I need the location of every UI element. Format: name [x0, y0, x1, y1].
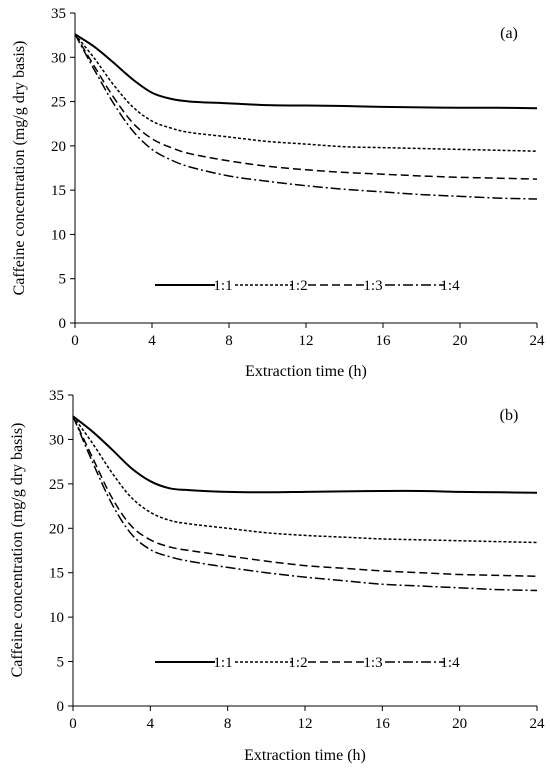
y-tick-label: 10	[51, 227, 66, 243]
y-tick-label: 35	[51, 6, 66, 22]
x-tick-label: 20	[452, 716, 467, 732]
y-tick-label: 25	[49, 477, 64, 493]
series-line-1-2	[74, 33, 538, 152]
x-axis-label: Extraction time (h)	[244, 747, 366, 764]
y-tick-label: 20	[51, 139, 66, 155]
x-tick-label: 24	[530, 333, 546, 349]
y-tick-label: 5	[57, 655, 65, 671]
series-line-1-3	[72, 416, 538, 578]
y-tick-label: 0	[57, 699, 65, 715]
x-tick-label: 0	[69, 716, 77, 732]
x-tick-label: 4	[148, 333, 156, 349]
series-line-1-1	[72, 415, 538, 494]
x-tick-label: 4	[147, 716, 155, 732]
y-tick-label: 10	[49, 610, 64, 626]
x-tick-label: 8	[224, 716, 232, 732]
y-tick-label: 5	[59, 272, 67, 288]
panel-label: (b)	[500, 407, 519, 424]
legend-label-1-2: 1:2	[288, 278, 307, 294]
x-tick-label: 16	[375, 716, 391, 732]
series-line-1-1	[74, 33, 538, 110]
series-line-1-4	[72, 416, 538, 592]
y-axis-label: Caffeine concentration (mg/g dry basis)	[9, 423, 26, 678]
series-line-1-2	[72, 415, 538, 544]
y-tick-label: 30	[51, 50, 66, 66]
panel-b: 0 5 10 15 20 25 30 35 0 4 8 12 16 20 24 Extraction time…	[9, 388, 545, 764]
x-tick-label: 0	[71, 333, 79, 349]
x-tick-label: 12	[299, 333, 314, 349]
series-line-1-4	[74, 33, 538, 200]
panel-label: (a)	[500, 25, 518, 42]
x-tick-label: 20	[453, 333, 468, 349]
y-tick-label: 15	[51, 183, 66, 199]
y-tick-label: 15	[49, 566, 64, 582]
y-tick-label: 25	[51, 95, 66, 111]
panel-a: 0 5 10 15 20 25 30 35 0 4 8 12 16 20 24 Extraction time…	[11, 6, 545, 380]
legend-label-1-1: 1:1	[213, 655, 232, 671]
y-tick-label: 20	[49, 521, 64, 537]
x-axis-label: Extraction time (h)	[245, 363, 367, 380]
y-tick-label: 30	[49, 432, 64, 448]
y-tick-label: 0	[59, 316, 67, 332]
legend-label-1-2: 1:2	[288, 655, 307, 671]
x-tick-label: 24	[530, 716, 546, 732]
legend-label-1-4: 1:4	[440, 655, 460, 671]
y-axis-label: Caffeine concentration (mg/g dry basis)	[11, 41, 28, 296]
x-tick-label: 16	[376, 333, 392, 349]
x-tick-label: 12	[298, 716, 313, 732]
x-tick-label: 8	[225, 333, 233, 349]
legend-label-1-3: 1:3	[363, 655, 382, 671]
y-tick-label: 35	[49, 388, 64, 404]
legend-label-1-4: 1:4	[440, 278, 460, 294]
series-line-1-3	[74, 33, 538, 180]
legend-label-1-3: 1:3	[363, 278, 382, 294]
legend-label-1-1: 1:1	[213, 278, 232, 294]
